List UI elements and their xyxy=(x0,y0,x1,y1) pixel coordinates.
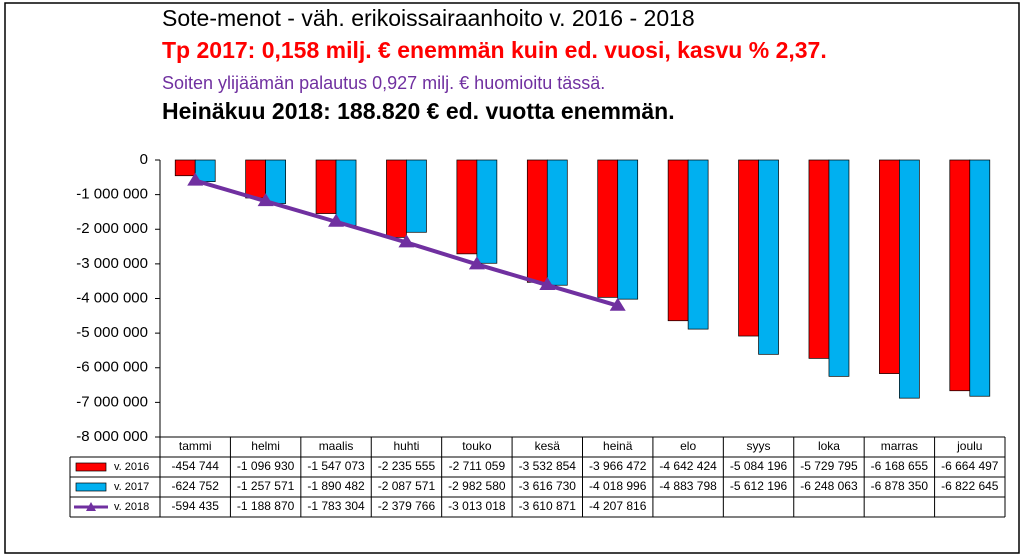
table-value: -6 248 063 xyxy=(800,479,858,493)
y-tick-label: -5 000 000 xyxy=(76,324,148,341)
bar xyxy=(949,159,971,392)
bar xyxy=(265,159,286,204)
table-value: -3 013 018 xyxy=(448,499,506,513)
table-value: -3 966 472 xyxy=(589,459,647,473)
table-value: -1 096 930 xyxy=(237,459,295,473)
table-value: -4 018 996 xyxy=(589,479,647,493)
table-value: -1 257 571 xyxy=(237,479,295,493)
table-value: -2 379 766 xyxy=(378,499,436,513)
bar xyxy=(335,159,357,226)
legend-label: v. 2017 xyxy=(114,481,149,493)
x-tick-label: huhti xyxy=(393,439,419,453)
bar xyxy=(687,159,709,330)
bar xyxy=(617,159,639,300)
table-value: -2 235 555 xyxy=(378,459,436,473)
x-tick-label: marras xyxy=(881,439,918,453)
table-value: -3 532 854 xyxy=(519,459,577,473)
table-value: -1 188 870 xyxy=(237,499,295,513)
table-value: -6 664 497 xyxy=(941,459,999,473)
table-value: -454 744 xyxy=(172,459,220,473)
marker xyxy=(328,213,345,227)
x-tick-label: syys xyxy=(747,439,771,453)
bar xyxy=(899,159,920,399)
bar xyxy=(406,159,427,233)
bar xyxy=(758,159,779,355)
annotation: Soiten ylijäämän palautus 0,927 milj. € … xyxy=(162,73,605,93)
x-tick-label: maalis xyxy=(319,439,354,453)
x-tick-label: touko xyxy=(462,439,492,453)
y-tick-label: -7 000 000 xyxy=(76,393,148,410)
legend-key xyxy=(86,502,96,511)
table-value: -4 642 424 xyxy=(659,459,717,473)
marker xyxy=(257,193,274,207)
legend-label: v. 2016 xyxy=(114,461,149,473)
table-value: -594 435 xyxy=(172,499,220,513)
x-tick-label: joulu xyxy=(956,439,982,453)
x-tick-label: heinä xyxy=(603,439,633,453)
marker xyxy=(398,234,415,248)
bar xyxy=(879,159,900,374)
table-value: -6 878 350 xyxy=(871,479,929,493)
bar xyxy=(546,159,568,286)
table-value: -1 547 073 xyxy=(307,459,365,473)
legend-key xyxy=(75,482,107,492)
table-value: -4 883 798 xyxy=(659,479,717,493)
table-value: -624 752 xyxy=(172,479,220,493)
bar xyxy=(738,159,759,337)
table-value: -2 711 059 xyxy=(449,459,506,473)
marker xyxy=(539,277,556,291)
table-value: -1 783 304 xyxy=(307,499,365,513)
annotation: Tp 2017: 0,158 milj. € enemmän kuin ed. … xyxy=(162,37,827,63)
bar xyxy=(315,159,337,214)
table-value: -6 168 655 xyxy=(871,459,929,473)
table-value: -2 087 571 xyxy=(378,479,436,493)
y-tick-label: -1 000 000 xyxy=(76,186,148,203)
table-value: -5 084 196 xyxy=(730,459,788,473)
table-value: -4 207 816 xyxy=(589,499,647,513)
bar xyxy=(969,159,991,397)
table-value: -3 610 871 xyxy=(519,499,577,513)
y-tick-label: -4 000 000 xyxy=(76,289,148,306)
x-tick-label: loka xyxy=(818,439,840,453)
legend-label: v. 2018 xyxy=(114,501,149,513)
bar xyxy=(245,159,266,199)
bar xyxy=(476,159,498,264)
y-tick-label: -8 000 000 xyxy=(76,428,148,445)
bar xyxy=(828,159,850,377)
bar xyxy=(667,159,689,322)
table-value: -6 822 645 xyxy=(941,479,999,493)
bar xyxy=(174,159,196,177)
table-value: -1 890 482 xyxy=(307,479,365,493)
bar xyxy=(526,159,548,283)
x-tick-label: elo xyxy=(680,439,696,453)
annotation: Heinäkuu 2018: 188.820 € ed. vuotta enem… xyxy=(162,98,675,124)
chart-title: Sote-menot - väh. erikoissairaanhoito v.… xyxy=(162,5,695,31)
table-value: -2 982 580 xyxy=(448,479,506,493)
table-value: -5 612 196 xyxy=(730,479,788,493)
x-tick-label: helmi xyxy=(251,439,280,453)
y-tick-label: -6 000 000 xyxy=(76,359,148,376)
marker xyxy=(187,172,204,186)
y-tick-label: -3 000 000 xyxy=(76,255,148,272)
table-value: -3 616 730 xyxy=(519,479,577,493)
bar xyxy=(386,159,407,238)
x-tick-label: kesä xyxy=(535,439,561,453)
bar xyxy=(456,159,478,255)
y-tick-label: -2 000 000 xyxy=(76,220,148,237)
marker xyxy=(468,256,485,270)
table-value: -5 729 795 xyxy=(800,459,858,473)
marker xyxy=(609,297,626,311)
x-tick-label: tammi xyxy=(179,439,212,453)
legend-key xyxy=(75,462,107,472)
bar xyxy=(597,159,619,298)
bar xyxy=(808,159,830,359)
y-tick-label: 0 xyxy=(140,151,148,168)
